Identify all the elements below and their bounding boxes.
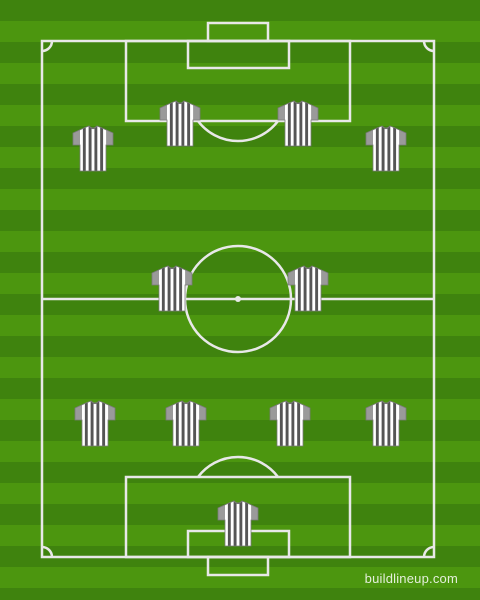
centre-spot	[235, 296, 241, 302]
striped-shirt-icon	[277, 100, 319, 147]
corner-arc-bottom-left	[41, 545, 54, 558]
penalty-arc-bottom	[197, 455, 279, 478]
striped-shirt-icon	[269, 400, 311, 447]
corner-arc-top-right	[422, 40, 435, 53]
striped-shirt-icon	[151, 265, 193, 312]
player-shirt[interactable]	[283, 264, 333, 314]
goal-area-top	[186, 39, 291, 70]
watermark: buildlineup.com	[364, 571, 458, 586]
player-shirt[interactable]	[361, 399, 411, 449]
player-shirt[interactable]	[161, 399, 211, 449]
striped-shirt-icon	[365, 125, 407, 172]
player-shirt[interactable]	[213, 499, 263, 549]
corner-arc-bottom-right	[422, 545, 435, 558]
player-shirt[interactable]	[68, 124, 118, 174]
striped-shirt-icon	[159, 100, 201, 147]
player-shirt[interactable]	[155, 99, 205, 149]
striped-shirt-icon	[165, 400, 207, 447]
goal-top	[206, 21, 270, 43]
striped-shirt-icon	[72, 125, 114, 172]
corner-arc-top-left	[41, 40, 54, 53]
player-shirt[interactable]	[265, 399, 315, 449]
player-shirt[interactable]	[70, 399, 120, 449]
goal-bottom	[206, 555, 270, 577]
player-shirt[interactable]	[361, 124, 411, 174]
player-shirt[interactable]	[147, 264, 197, 314]
striped-shirt-icon	[365, 400, 407, 447]
penalty-arc-top	[197, 120, 279, 143]
striped-shirt-icon	[74, 400, 116, 447]
striped-shirt-icon	[287, 265, 329, 312]
striped-shirt-icon	[217, 500, 259, 547]
player-shirt[interactable]	[273, 99, 323, 149]
